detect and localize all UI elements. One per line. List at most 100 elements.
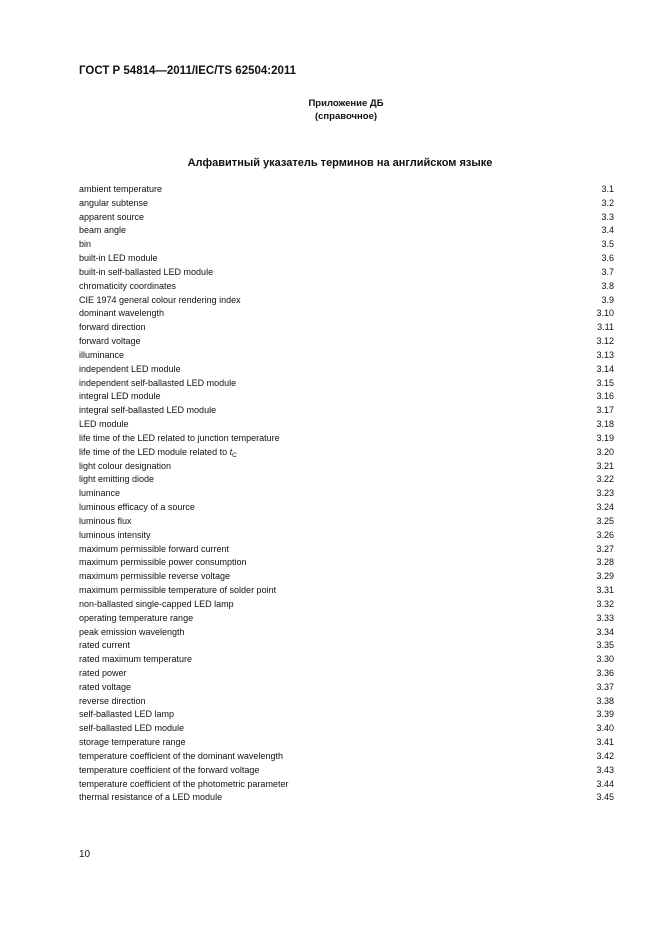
index-entry: temperature coefficient of the photometr… <box>79 778 614 792</box>
entry-term-text: peak emission wavelength <box>79 626 185 637</box>
entry-symbol: t <box>229 446 233 457</box>
entry-term-text: light emitting diode <box>79 474 155 485</box>
entry-term-text: independent LED module <box>79 363 181 374</box>
entry-term-text: luminous efficacy of a source <box>79 502 195 513</box>
entry-term: rated maximum temperature <box>79 653 192 667</box>
entry-term-text: luminous flux <box>79 515 132 526</box>
entry-term-text: temperature coefficient of the dominant … <box>79 750 283 761</box>
entry-term-text: rated maximum temperature <box>79 654 193 665</box>
entry-term-text: operating temperature range <box>79 612 194 623</box>
index-entry: rated current 3.35 <box>79 639 614 653</box>
entry-term: luminous efficacy of a source <box>79 501 195 515</box>
entry-reference: 3.3 <box>601 211 614 222</box>
entry-reference: 3.38 <box>596 695 614 706</box>
entry-term: integral self-ballasted LED module <box>79 404 216 418</box>
entry-term: bin <box>79 238 91 252</box>
entry-term: operating temperature range <box>79 612 193 626</box>
entry-reference: 3.24 <box>596 502 614 513</box>
index-entry: chromaticity coordinates 3.8 <box>79 280 614 294</box>
entry-term-text: forward direction <box>79 322 146 333</box>
entry-term: ambient temperature <box>79 183 162 197</box>
entry-term: light colour designation <box>79 460 171 474</box>
index-entry: integral self-ballasted LED module 3.17 <box>79 404 614 418</box>
index-entry: temperature coefficient of the dominant … <box>79 750 614 764</box>
index-entry: luminance 3.23 <box>79 487 614 501</box>
index-entry: built-in LED module 3.6 <box>79 252 614 266</box>
entry-term-text: independent self-ballasted LED module <box>79 377 237 388</box>
entry-reference: 3.45 <box>596 792 614 803</box>
entry-reference: 3.7 <box>601 266 614 277</box>
entry-reference: 3.9 <box>601 294 614 305</box>
index-entry: beam angle 3.4 <box>79 224 614 238</box>
index-entry: light emitting diode 3.22 <box>79 473 614 487</box>
index-entry: peak emission wavelength 3.34 <box>79 626 614 640</box>
entry-term-text: ambient temperature <box>79 184 163 194</box>
entry-reference: 3.17 <box>596 405 614 416</box>
entry-term: illuminance <box>79 349 124 363</box>
entry-reference: 3.13 <box>596 349 614 360</box>
entry-term-text: storage temperature range <box>79 737 186 748</box>
entry-reference: 3.23 <box>596 488 614 499</box>
index-entry: angular subtense 3.2 <box>79 197 614 211</box>
entry-term-text: maximum permissible power consumption <box>79 557 247 568</box>
index-entry: reverse direction 3.38 <box>79 695 614 709</box>
index-entry: CIE 1974 general colour rendering index 3… <box>79 294 614 308</box>
entry-reference: 3.25 <box>596 515 614 526</box>
index-entry: LED module 3.18 <box>79 418 614 432</box>
entry-reference: 3.6 <box>601 253 614 264</box>
entry-subscript: C <box>232 451 237 459</box>
entry-term-text: LED module <box>79 419 129 430</box>
index-entry: luminous flux 3.25 <box>79 515 614 529</box>
document-header: ГОСТ Р 54814—2011/IEC/TS 62504:2011 <box>79 65 297 77</box>
entry-term-text: reverse direction <box>79 695 146 706</box>
entry-reference: 3.14 <box>596 363 614 374</box>
index-entry: independent self-ballasted LED module 3.1… <box>79 377 614 391</box>
entry-term-text: self-ballasted LED module <box>79 723 185 734</box>
entry-reference: 3.26 <box>596 529 614 540</box>
entry-term-text: forward voltage <box>79 336 141 347</box>
entry-reference: 3.40 <box>596 723 614 734</box>
entry-term-text: bin <box>79 239 92 250</box>
entry-term-text: built-in self-ballasted LED module <box>79 266 214 277</box>
index-entry: maximum permissible power consumption 3.2… <box>79 556 614 570</box>
entry-term: chromaticity coordinates <box>79 280 176 294</box>
index-entry: non-ballasted single-capped LED lamp 3.32 <box>79 598 614 612</box>
entry-term: apparent source <box>79 211 144 225</box>
entry-term: forward voltage <box>79 335 141 349</box>
entry-reference: 3.37 <box>596 681 614 692</box>
entry-term: self-ballasted LED lamp <box>79 708 174 722</box>
entry-reference: 3.11 <box>597 322 614 333</box>
entry-term: maximum permissible temperature of solde… <box>79 584 276 598</box>
index-entry: life time of the LED related to junction… <box>79 432 614 446</box>
entry-term-text: non-ballasted single-capped LED lamp <box>79 598 234 609</box>
entry-term: maximum permissible reverse voltage <box>79 570 230 584</box>
entry-term: built-in LED module <box>79 252 158 266</box>
entry-term-text: dominant wavelength <box>79 308 165 319</box>
index-entry: storage temperature range 3.41 <box>79 736 614 750</box>
entry-reference: 3.29 <box>596 571 614 582</box>
entry-term-text: built-in LED module <box>79 253 158 264</box>
entry-reference: 3.2 <box>601 197 614 208</box>
index-entry: independent LED module 3.14 <box>79 363 614 377</box>
entry-term-text: maximum permissible temperature of solde… <box>79 585 277 596</box>
annex-subtitle: (справочное) <box>314 111 378 122</box>
entry-term: independent self-ballasted LED module <box>79 377 236 391</box>
entry-term-text: self-ballasted LED lamp <box>79 709 175 720</box>
index-entry: forward direction 3.11 <box>79 321 614 335</box>
entry-term: luminous intensity <box>79 529 151 543</box>
index-entry: self-ballasted LED lamp 3.39 <box>79 708 614 722</box>
entry-reference: 3.34 <box>596 626 614 637</box>
entry-term-text: maximum permissible reverse voltage <box>79 571 231 582</box>
entry-term-text: life time of the LED related to junction… <box>79 432 280 443</box>
index-entry: temperature coefficient of the forward v… <box>79 764 614 778</box>
index-title: Алфавитный указатель терминов на английс… <box>187 157 493 169</box>
entry-term-text: rated voltage <box>79 681 132 692</box>
entry-term: CIE 1974 general colour rendering index <box>79 294 241 308</box>
entry-reference: 3.1 <box>601 184 614 194</box>
entry-term: angular subtense <box>79 197 148 211</box>
entry-term: life time of the LED related to junction… <box>79 432 280 446</box>
entry-term: thermal resistance of a LED module <box>79 791 222 805</box>
entry-reference: 3.36 <box>596 667 614 678</box>
entry-term: reverse direction <box>79 695 146 709</box>
entry-term-text: temperature coefficient of the photometr… <box>79 778 289 789</box>
